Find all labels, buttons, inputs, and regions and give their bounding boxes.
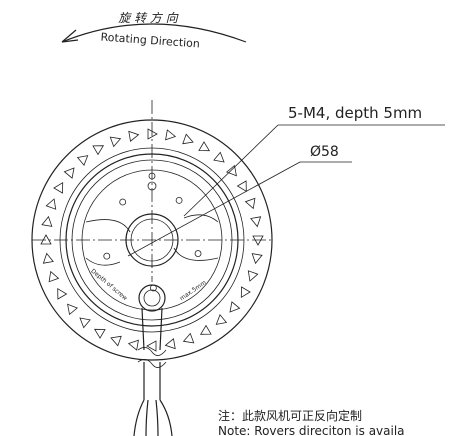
- vent-slot: [49, 272, 58, 282]
- vent-slot: [241, 287, 250, 297]
- mount-hole: [176, 197, 182, 203]
- vent-slot: [42, 217, 52, 227]
- vent-slot: [129, 131, 139, 141]
- vent-slot: [166, 339, 176, 349]
- vent-slot: [64, 168, 74, 178]
- vent-slot: [95, 329, 105, 338]
- vent-slot: [46, 199, 55, 209]
- cable-gland-inner: [144, 290, 160, 306]
- diameter-callout: Ø58: [310, 144, 339, 160]
- vent-slot: [230, 302, 240, 312]
- vent-slot: [68, 304, 78, 314]
- vent-slot: [214, 152, 224, 162]
- mount-hole: [104, 253, 110, 259]
- mount-hole: [195, 251, 201, 257]
- vent-slot: [166, 130, 176, 140]
- vent-slot: [43, 254, 53, 264]
- vent-slot: [184, 334, 194, 343]
- wires: [134, 400, 172, 436]
- vent-slot: [253, 236, 263, 245]
- vent-slot: [110, 137, 120, 146]
- rotation-cn: 旋 转 方 向: [118, 11, 178, 25]
- vent-slot: [54, 183, 63, 193]
- drawing: 旋 转 方 向 Rotating Direction Depth of scre…: [0, 0, 452, 436]
- vent-slot: [201, 326, 211, 335]
- mount-hole: [120, 199, 126, 205]
- note-cn: 注：此款风机可正反向定制: [218, 408, 362, 423]
- vent-slot: [129, 340, 139, 350]
- vent-slot: [183, 134, 193, 143]
- vent-slot: [111, 336, 121, 345]
- vent-slot: [252, 254, 262, 264]
- vent-slot: [248, 271, 257, 281]
- vent-slot: [41, 235, 51, 244]
- leader-line: [184, 125, 278, 216]
- vent-slot: [238, 181, 247, 191]
- vent-slot: [216, 315, 226, 325]
- arrow-head: [62, 30, 78, 42]
- max-label: max.5mm: [179, 279, 208, 302]
- vent-slot: [58, 289, 67, 299]
- cable: [142, 308, 162, 400]
- note-en: Note: Rovers direciton is availa: [218, 424, 405, 436]
- vent-slot: [251, 217, 261, 227]
- vent-slot: [93, 146, 103, 155]
- vent-slot: [148, 129, 157, 139]
- cable-gland: [139, 285, 165, 311]
- holes-callout: 5-M4, depth 5mm: [288, 104, 422, 122]
- break-line: [138, 347, 166, 367]
- vent-slot: [199, 142, 209, 151]
- leader-line: [128, 162, 300, 256]
- vent-slot: [246, 198, 255, 208]
- vent-slot: [80, 318, 90, 328]
- vent-slot: [147, 341, 156, 351]
- rotation-en: Rotating Direction: [100, 31, 200, 51]
- vent-slot: [78, 156, 88, 166]
